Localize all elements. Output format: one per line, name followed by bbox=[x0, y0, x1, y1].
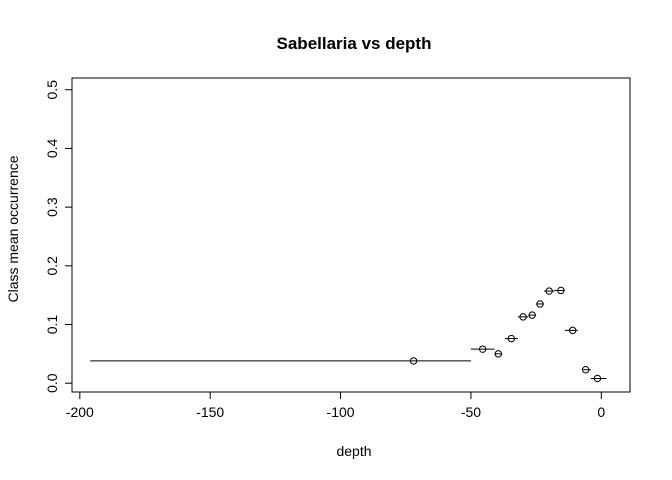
x-tick-label: -200 bbox=[66, 404, 94, 420]
plot-frame bbox=[71, 77, 631, 393]
data-point bbox=[528, 311, 536, 319]
data-point bbox=[409, 357, 418, 365]
y-tick-label: 0.1 bbox=[44, 315, 60, 335]
y-tick-label: 0.2 bbox=[44, 256, 60, 276]
y-axis: 0.0 0.1 0.2 0.3 0.4 0.5 bbox=[44, 80, 73, 393]
x-axis-label: depth bbox=[336, 443, 371, 459]
data-point bbox=[568, 326, 577, 335]
x-axis: -200 -150 -100 -50 0 bbox=[66, 391, 605, 420]
y-tick-label: 0.5 bbox=[44, 80, 60, 100]
data-point bbox=[507, 334, 516, 343]
data-point bbox=[557, 286, 565, 295]
y-axis-label: Class mean occurrence bbox=[5, 155, 21, 302]
data-point bbox=[536, 300, 544, 308]
series bbox=[90, 286, 607, 383]
x-tick-label: -100 bbox=[327, 404, 355, 420]
y-tick-label: 0.0 bbox=[44, 373, 60, 393]
y-tick-label: 0.4 bbox=[44, 138, 60, 158]
data-point bbox=[478, 345, 487, 353]
x-tick-label: 0 bbox=[597, 404, 605, 420]
chart-title: Sabellaria vs depth bbox=[277, 34, 432, 53]
data-point bbox=[519, 313, 527, 321]
x-tick-label: -150 bbox=[196, 404, 224, 420]
x-tick-label: -50 bbox=[461, 404, 481, 420]
data-point bbox=[581, 365, 590, 374]
data-point bbox=[494, 350, 503, 358]
data-point bbox=[545, 287, 553, 295]
data-point bbox=[593, 374, 602, 383]
y-tick-label: 0.3 bbox=[44, 197, 60, 217]
